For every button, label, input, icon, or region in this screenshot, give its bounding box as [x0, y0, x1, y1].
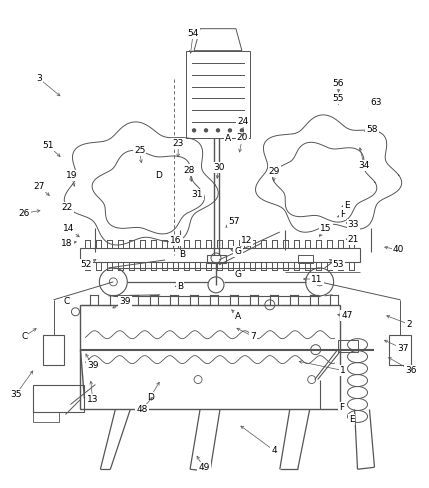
Text: 51: 51 — [42, 141, 54, 150]
Text: 22: 22 — [61, 203, 73, 212]
Text: E: E — [349, 415, 354, 424]
Text: 3: 3 — [36, 74, 42, 83]
Text: 16: 16 — [170, 236, 182, 244]
Text: 19: 19 — [66, 171, 77, 181]
Text: C: C — [21, 332, 27, 341]
Text: 56: 56 — [333, 79, 344, 88]
Text: 47: 47 — [341, 311, 353, 320]
Text: 15: 15 — [320, 224, 332, 233]
Text: F: F — [340, 210, 345, 219]
Text: 25: 25 — [134, 145, 145, 155]
Text: 39: 39 — [119, 297, 130, 306]
Bar — [207, 255, 226, 263]
Text: 28: 28 — [183, 165, 194, 175]
Text: 34: 34 — [359, 161, 370, 170]
Text: 21: 21 — [348, 235, 359, 244]
Text: D: D — [147, 393, 154, 402]
Text: 54: 54 — [187, 29, 199, 38]
Bar — [390, 335, 411, 365]
Text: 4: 4 — [272, 446, 277, 455]
Text: G: G — [234, 270, 242, 280]
Text: 58: 58 — [366, 125, 378, 134]
Text: 55: 55 — [333, 94, 344, 102]
Text: 37: 37 — [397, 344, 408, 353]
Text: G: G — [235, 247, 242, 256]
Bar — [33, 385, 85, 412]
Bar — [42, 335, 64, 365]
Text: 13: 13 — [87, 395, 98, 404]
Circle shape — [193, 129, 196, 132]
Text: 26: 26 — [18, 209, 30, 218]
Circle shape — [229, 129, 231, 132]
Text: 30: 30 — [213, 163, 224, 172]
Bar — [80, 305, 340, 409]
Circle shape — [205, 129, 208, 132]
Text: B: B — [177, 282, 183, 291]
Text: B: B — [179, 250, 185, 260]
Text: 57: 57 — [228, 217, 239, 225]
Text: 29: 29 — [269, 166, 280, 176]
Bar — [33, 412, 58, 423]
Text: 31: 31 — [192, 190, 203, 199]
Text: 36: 36 — [405, 366, 417, 375]
Text: 20: 20 — [237, 133, 248, 142]
Text: 14: 14 — [63, 224, 75, 233]
Text: 11: 11 — [311, 275, 323, 284]
Text: 53: 53 — [333, 261, 344, 269]
Text: 63: 63 — [370, 99, 381, 107]
Text: 1: 1 — [340, 366, 346, 375]
Text: 35: 35 — [10, 390, 21, 399]
Bar — [80, 248, 360, 262]
Text: 12: 12 — [241, 236, 252, 244]
Text: E: E — [344, 201, 350, 209]
Text: 7: 7 — [250, 332, 256, 341]
Text: 52: 52 — [81, 261, 92, 269]
Bar — [298, 255, 313, 263]
Circle shape — [240, 129, 243, 132]
Circle shape — [217, 129, 220, 132]
Text: C: C — [63, 297, 69, 306]
Text: 39: 39 — [87, 361, 98, 370]
Text: 24: 24 — [238, 117, 249, 126]
Text: A: A — [235, 312, 241, 322]
Bar — [186, 51, 250, 138]
Text: 40: 40 — [393, 245, 404, 254]
Text: 2: 2 — [406, 320, 412, 329]
Text: 27: 27 — [33, 182, 45, 191]
Text: F: F — [339, 403, 344, 412]
Text: 33: 33 — [348, 220, 359, 229]
Text: 48: 48 — [136, 405, 148, 414]
Text: A: A — [225, 134, 231, 143]
Text: D: D — [155, 171, 162, 180]
Text: 49: 49 — [198, 463, 209, 472]
Text: 23: 23 — [172, 139, 184, 148]
Text: 18: 18 — [61, 239, 73, 247]
Bar — [338, 340, 357, 352]
